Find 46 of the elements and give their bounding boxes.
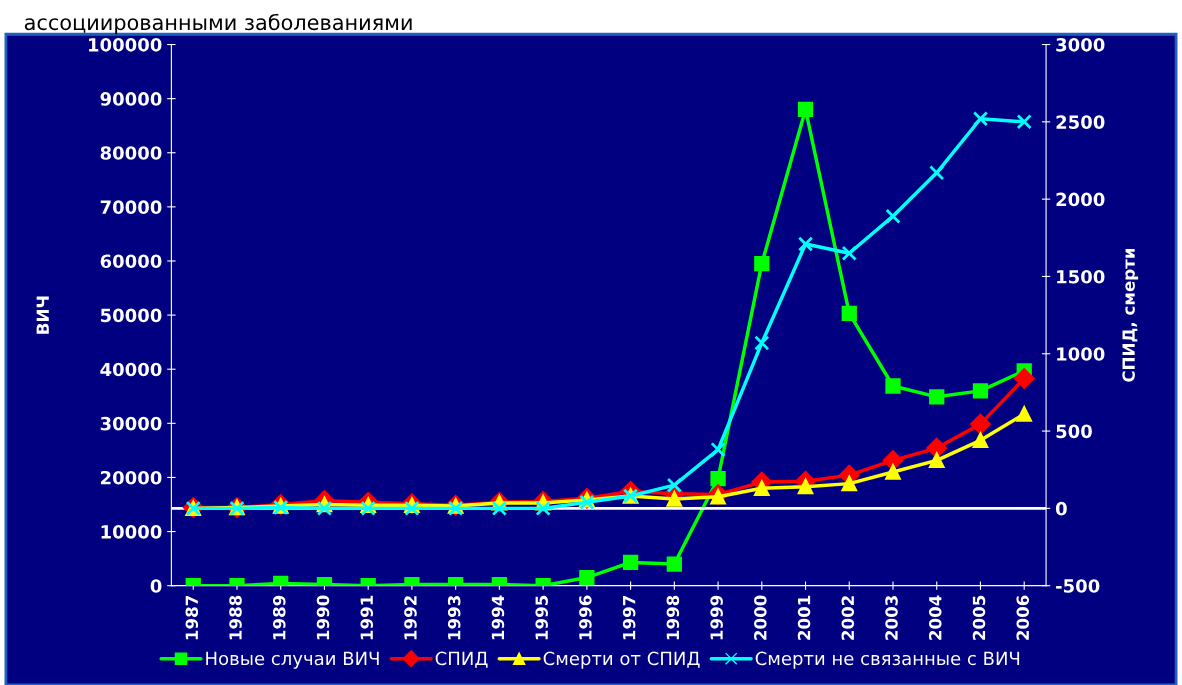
legend-label: Смерти не связанные с ВИЧ [755, 651, 1020, 669]
y2-tick-label: 2500 [1056, 115, 1105, 129]
y2-tick-label: 1000 [1057, 347, 1105, 361]
legend-label: Новые случаи ВИЧ [206, 651, 379, 669]
y2-axis-title: СПИД, смерти [1122, 248, 1139, 382]
y2-tick-label: -500 [1056, 579, 1100, 593]
x-tick-label: 1994 [491, 595, 505, 640]
x-tick-label: 1993 [447, 596, 461, 640]
y-tick-label: 10000 [101, 525, 162, 539]
x-tick-label: 1989 [272, 595, 286, 640]
y-tick-label: 70000 [100, 200, 162, 214]
legend-label: Смерти от СПИД [543, 651, 700, 669]
y-axis-title: ВИЧ [36, 296, 49, 334]
x-tick-label: 1992 [404, 596, 417, 640]
y-tick-label: 80000 [100, 146, 162, 160]
x-tick-label: 2002 [841, 596, 855, 640]
y2-tick-label: 3000 [1056, 37, 1105, 52]
y-tick-label: 90000 [100, 92, 162, 106]
y-tick-label: 50000 [100, 308, 162, 323]
x-tick-label: 2000 [754, 595, 767, 640]
x-tick-label: 2003 [885, 596, 898, 640]
x-tick-label: 1999 [710, 595, 723, 640]
y-tick-label: 100000 [89, 37, 162, 52]
x-tick-label: 2005 [972, 595, 986, 640]
y-tick-label: 30000 [100, 416, 162, 431]
x-tick-label: 2004 [928, 595, 942, 640]
x-tick-label: 1990 [316, 595, 330, 640]
x-tick-label: 1996 [579, 595, 592, 640]
y-tick-label: 20000 [100, 470, 162, 485]
x-tick-label: 1988 [229, 595, 242, 640]
x-tick-label: 1991 [360, 595, 374, 640]
y-tick-label: 60000 [100, 254, 162, 269]
x-tick-label: 1987 [185, 596, 199, 640]
y2-tick-label: 500 [1056, 424, 1092, 439]
chart-title: ассоциированными заболеваниями [24, 13, 412, 35]
y2-tick-label: 0 [1055, 501, 1067, 516]
x-tick-label: 1997 [622, 596, 636, 640]
y2-tick-label: 1500 [1057, 269, 1105, 284]
x-tick-label: 1995 [535, 595, 548, 640]
y-tick-label: 40000 [100, 362, 162, 377]
legend-label: СПИД [435, 651, 488, 668]
x-tick-label: 2006 [1016, 595, 1030, 640]
y-tick-label: 0 [150, 579, 162, 593]
x-tick-label: 2001 [797, 595, 811, 640]
y2-tick-label: 2000 [1056, 192, 1105, 207]
x-tick-label: 1998 [666, 595, 680, 640]
